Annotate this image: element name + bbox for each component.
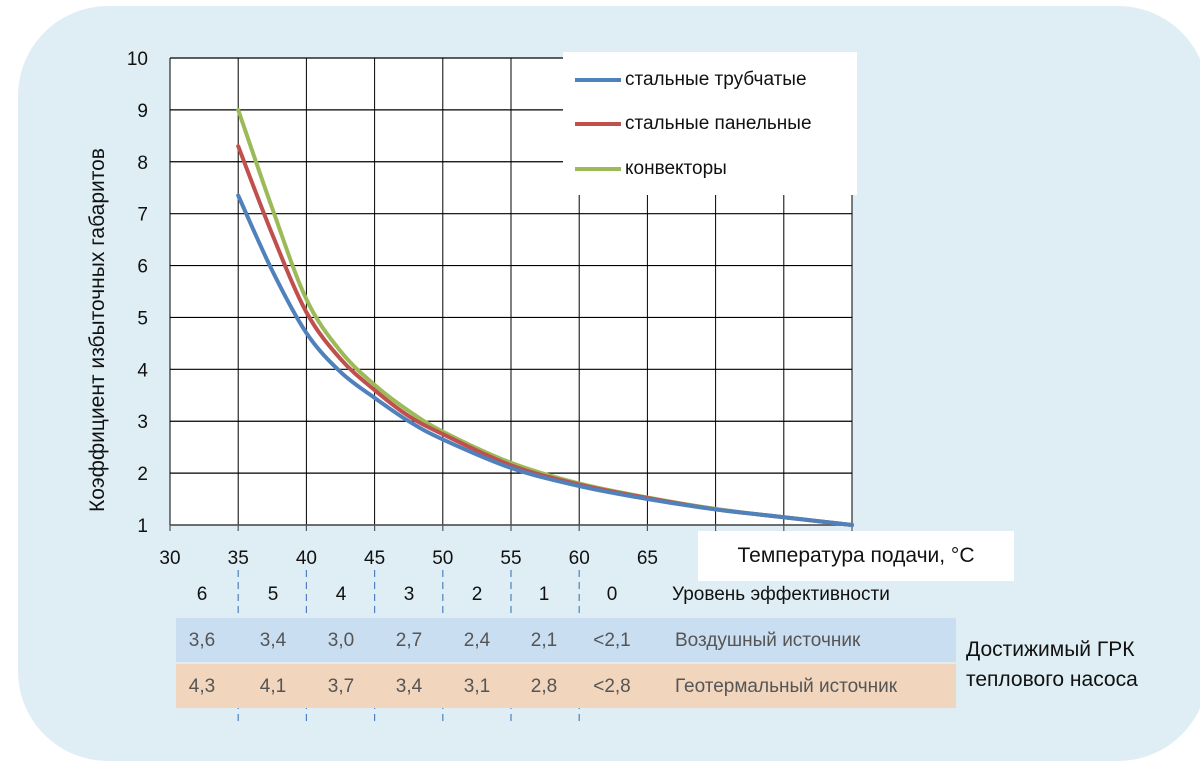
level-cell: 3 — [403, 584, 415, 605]
geo-row-label: Геотермальный источник — [675, 676, 898, 697]
geo-cop-cell: 2,8 — [530, 676, 558, 697]
air-cop-cell: 3,4 — [259, 630, 287, 651]
level-cell: 4 — [335, 584, 347, 605]
geo-cop-cell: 4,3 — [188, 676, 216, 697]
air-cop-cell: 3,6 — [188, 630, 216, 651]
y-tick-label: 9 — [137, 101, 148, 122]
x-tick-label: 65 — [637, 548, 658, 569]
x-tick-label: 60 — [569, 548, 590, 569]
legend-label: конвекторы — [625, 158, 727, 179]
air-row-label: Воздушный источник — [675, 630, 861, 651]
y-tick-label: 5 — [137, 308, 148, 329]
series-line-steel-tubular — [236, 193, 854, 527]
x-tick-label: 45 — [364, 548, 385, 569]
series-lines — [236, 107, 854, 527]
legend-label: стальные трубчатые — [625, 69, 807, 90]
geo-cop-cell: 3,1 — [463, 676, 491, 697]
legend-swatch-green — [575, 167, 621, 171]
level-cell: 5 — [267, 584, 279, 605]
geo-cop-cell: <2,8 — [593, 676, 631, 697]
y-axis-label: Коэффициент избыточных габаритов — [86, 148, 109, 512]
air-cop-cell: 2,1 — [530, 630, 558, 651]
legend-swatch-red — [575, 122, 621, 126]
legend-item: конвекторы — [575, 154, 727, 184]
air-cop-cell: 2,4 — [463, 630, 491, 651]
level-cell: 6 — [196, 584, 208, 605]
legend: стальные трубчатые стальные панельные ко… — [563, 52, 857, 195]
x-tick-label: 50 — [432, 548, 453, 569]
x-tick-labels: 30 35 40 45 50 55 60 65 — [159, 548, 658, 569]
cop-side-label-line1: Достижимый ГРК — [966, 638, 1135, 661]
x-tick-label: 30 — [159, 548, 180, 569]
level-cell: 1 — [538, 584, 550, 605]
y-tick-label: 3 — [137, 412, 148, 433]
geo-cop-cell: 4,1 — [259, 676, 287, 697]
x-tick-label: 40 — [296, 548, 317, 569]
y-tick-label: 7 — [137, 205, 148, 226]
y-tick-label: 10 — [127, 49, 148, 70]
y-tick-label: 2 — [137, 464, 148, 485]
y-tick-label: 1 — [137, 516, 148, 537]
air-cop-cell: 3,0 — [327, 630, 355, 651]
x-tick-label: 35 — [228, 548, 249, 569]
legend-item: стальные трубчатые — [575, 65, 807, 95]
cop-side-label: Достижимый ГРК теплового насоса — [966, 635, 1138, 695]
geo-cop-cell: 3,7 — [327, 676, 355, 697]
x-tick-label: 55 — [500, 548, 521, 569]
level-cell: 2 — [471, 584, 483, 605]
legend-swatch-blue — [575, 78, 621, 82]
levels-row-label: Уровень эффективности — [672, 584, 890, 605]
y-tick-label: 6 — [137, 257, 148, 278]
air-cop-cell: 2,7 — [395, 630, 423, 651]
level-cell: 0 — [606, 584, 618, 605]
air-source-band — [176, 618, 956, 662]
legend-item: стальные панельные — [575, 109, 812, 139]
y-tick-label: 8 — [137, 153, 148, 174]
geothermal-source-band — [176, 664, 956, 708]
legend-label: стальные панельные — [625, 113, 812, 134]
cop-side-label-line2: теплового насоса — [966, 668, 1138, 691]
air-cop-cell: <2,1 — [593, 630, 631, 651]
geo-cop-cell: 3,4 — [395, 676, 423, 697]
x-axis-label: Температура подачи, °C — [698, 531, 1014, 581]
y-tick-label: 4 — [137, 360, 148, 381]
y-tick-labels: 1 2 3 4 5 6 7 8 9 10 — [127, 49, 149, 537]
